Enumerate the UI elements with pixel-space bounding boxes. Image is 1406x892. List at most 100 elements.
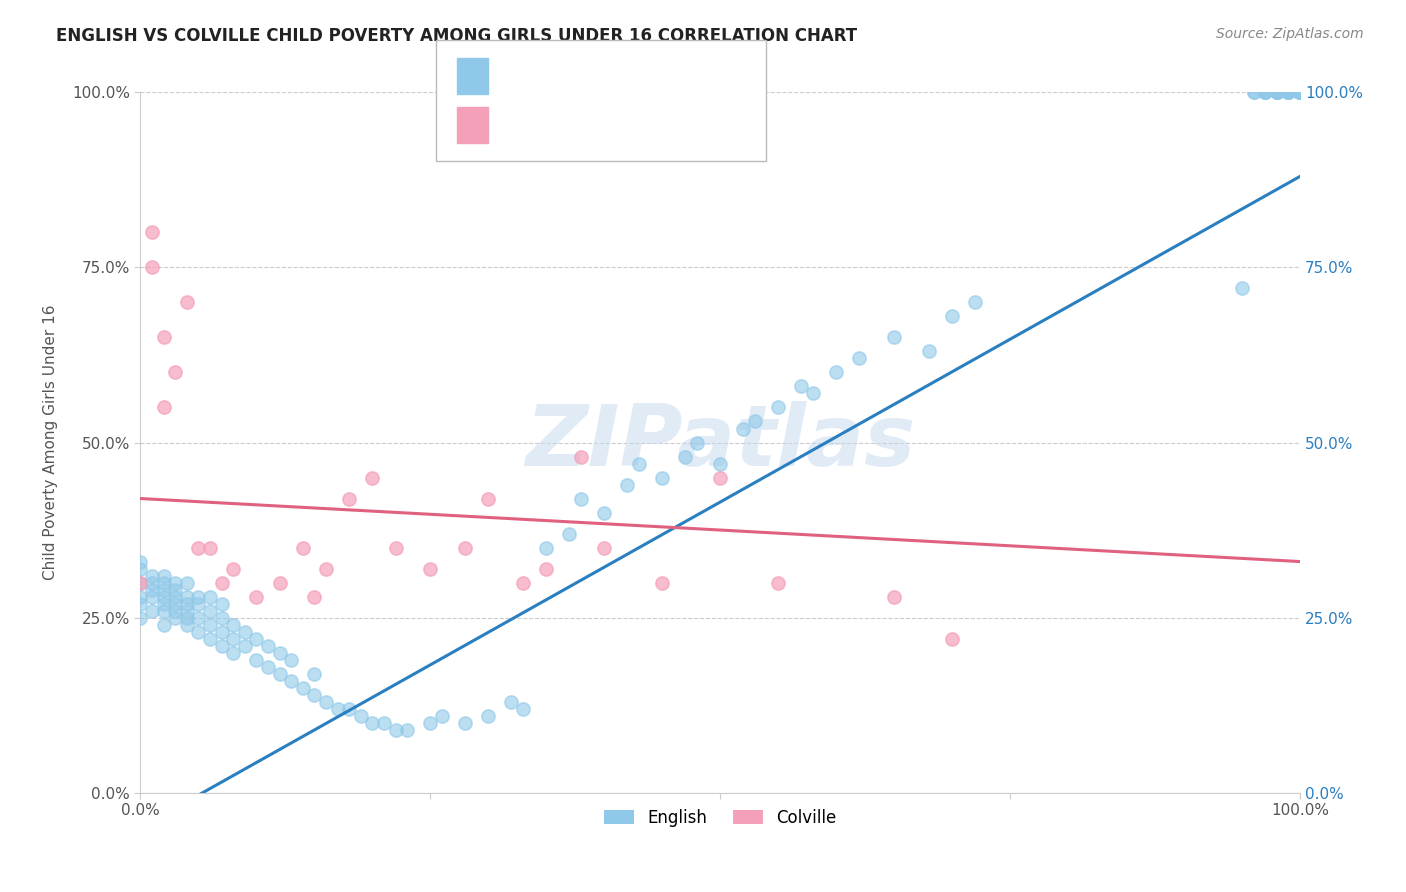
Y-axis label: Child Poverty Among Girls Under 16: Child Poverty Among Girls Under 16 (44, 305, 58, 581)
Point (187, 541, 209, 555)
Point (152, 590, 174, 604)
Point (709, 470, 731, 484)
Point (211, 575, 233, 590)
Point (233, 639, 256, 653)
Text: ENGLISH VS COLVILLE CHILD POVERTY AMONG GIRLS UNDER 16 CORRELATION CHART: ENGLISH VS COLVILLE CHILD POVERTY AMONG … (56, 27, 858, 45)
Point (536, 561, 558, 575)
Point (176, 604, 198, 618)
Point (337, 491, 360, 506)
Point (141, 568, 163, 582)
Point (211, 610, 233, 624)
Point (790, 379, 813, 393)
Point (152, 330, 174, 344)
Point (129, 590, 152, 604)
Text: R =: R = (499, 70, 533, 85)
Point (165, 590, 187, 604)
Point (129, 610, 152, 624)
Point (257, 659, 280, 673)
Point (337, 701, 360, 715)
Point (1277, 86, 1299, 100)
Point (848, 351, 870, 366)
Point (152, 597, 174, 611)
Point (1265, 86, 1288, 100)
Point (918, 344, 941, 359)
Point (651, 470, 673, 484)
Point (733, 421, 755, 435)
Point (304, 590, 326, 604)
Point (152, 401, 174, 415)
Point (1230, 281, 1253, 295)
Point (141, 575, 163, 590)
Point (512, 701, 534, 715)
Point (766, 401, 789, 415)
Point (1289, 86, 1312, 100)
Point (558, 526, 581, 541)
Point (1254, 86, 1277, 100)
Point (883, 330, 905, 344)
Point (430, 708, 453, 723)
Point (176, 610, 198, 624)
Point (1289, 86, 1312, 100)
Point (152, 604, 174, 618)
Point (152, 568, 174, 582)
Point (1277, 86, 1299, 100)
Point (1289, 86, 1312, 100)
Point (141, 260, 163, 275)
Point (1265, 86, 1288, 100)
Point (569, 491, 592, 506)
Point (211, 639, 233, 653)
Point (176, 575, 198, 590)
Point (1289, 86, 1312, 100)
Text: 133: 133 (654, 70, 686, 85)
Point (616, 477, 638, 491)
Point (129, 575, 152, 590)
Point (350, 708, 373, 723)
Point (675, 450, 697, 464)
Point (198, 617, 221, 632)
Point (245, 632, 267, 646)
Point (269, 666, 291, 681)
Point (1289, 86, 1312, 100)
Point (801, 386, 824, 401)
Point (1289, 86, 1312, 100)
Point (825, 366, 848, 380)
Point (396, 723, 419, 737)
Point (1289, 86, 1312, 100)
Point (1265, 86, 1288, 100)
Point (744, 415, 766, 429)
Point (176, 590, 198, 604)
Point (222, 646, 245, 660)
Text: -0.102: -0.102 (546, 109, 600, 124)
Point (198, 541, 221, 555)
Point (1289, 86, 1312, 100)
Point (1289, 86, 1312, 100)
Point (569, 450, 592, 464)
Point (291, 681, 314, 695)
Point (1289, 86, 1312, 100)
Point (965, 295, 987, 310)
Point (883, 590, 905, 604)
Point (1289, 86, 1312, 100)
Point (187, 624, 209, 639)
Point (941, 632, 963, 646)
Point (245, 590, 267, 604)
Point (361, 715, 384, 730)
Point (176, 295, 198, 310)
Text: 31: 31 (654, 109, 675, 124)
Point (686, 435, 709, 450)
Point (129, 597, 152, 611)
Point (141, 590, 163, 604)
Point (536, 541, 558, 555)
Point (419, 715, 441, 730)
Point (165, 582, 187, 597)
Point (269, 646, 291, 660)
Point (454, 541, 477, 555)
Point (257, 639, 280, 653)
Point (477, 708, 499, 723)
Point (766, 575, 789, 590)
Point (304, 688, 326, 702)
Point (1289, 86, 1312, 100)
Point (1289, 86, 1312, 100)
Point (211, 624, 233, 639)
Point (361, 470, 384, 484)
